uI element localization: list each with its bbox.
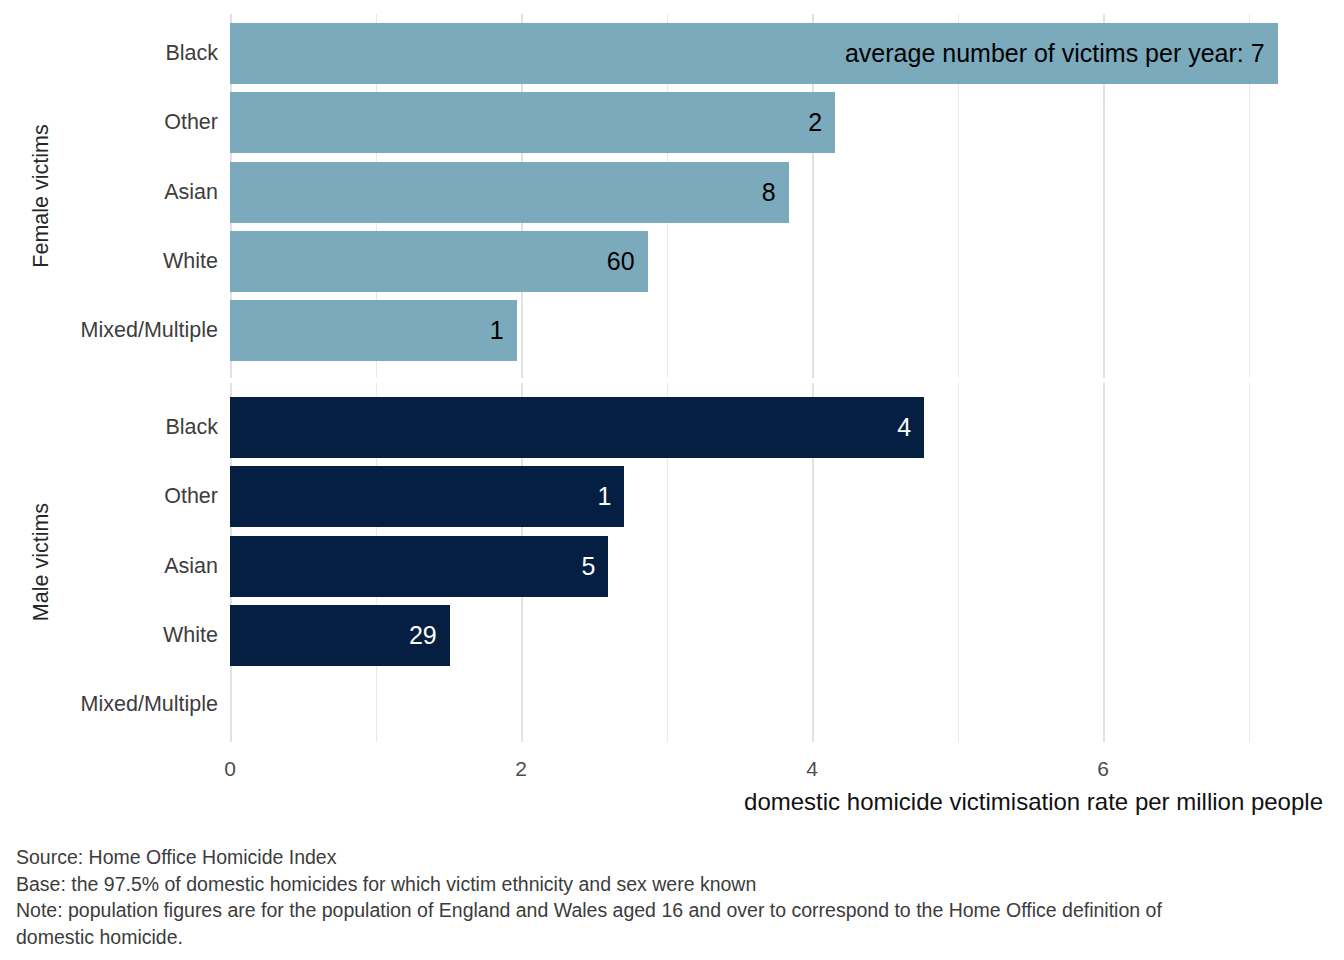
category-label-female: Black	[0, 23, 218, 84]
category-label-male: White	[0, 605, 218, 666]
bar-value-label: 5	[581, 552, 608, 581]
category-label-male: Other	[0, 466, 218, 527]
facet-panel-female: average number of victims per year: 7 2 8 6…	[230, 14, 1322, 378]
category-label-female: Mixed/Multiple	[0, 300, 218, 361]
bar-female-black: average number of victims per year: 7	[230, 23, 1278, 84]
x-axis-tick-label: 4	[772, 757, 852, 781]
footnotes: Source: Home Office Homicide Index Base:…	[16, 844, 1162, 950]
bar-female-mixed-multiple: 1	[230, 300, 517, 361]
category-label-male: Mixed/Multiple	[0, 674, 218, 735]
facet-panel-male: 4 1 5 29	[230, 383, 1322, 742]
gridline-x-6	[1103, 383, 1105, 742]
x-axis-tick-label: 0	[190, 757, 270, 781]
category-label-female: Asian	[0, 162, 218, 223]
bar-value-label: 2	[808, 108, 835, 137]
x-axis-tick-label: 2	[481, 757, 561, 781]
bar-male-other: 1	[230, 466, 624, 527]
bar-female-asian: 8	[230, 162, 789, 223]
definition-note-continued: domestic homicide.	[16, 924, 1162, 951]
gridline-x-7	[1249, 383, 1251, 742]
x-axis-title: domestic homicide victimisation rate per…	[744, 788, 1323, 816]
bar-male-asian: 5	[230, 536, 608, 597]
bar-value-label: 8	[762, 178, 789, 207]
bar-value-label: 60	[607, 247, 648, 276]
bar-female-white: 60	[230, 231, 648, 292]
bar-value-label: 1	[597, 482, 624, 511]
category-label-male: Black	[0, 397, 218, 458]
bar-male-black: 4	[230, 397, 924, 458]
gridline-x-5	[958, 383, 960, 742]
bar-value-label: 4	[897, 413, 924, 442]
category-label-male: Asian	[0, 536, 218, 597]
source-note: Source: Home Office Homicide Index	[16, 844, 1162, 871]
homicide-rate-bar-chart: Female victims Male victims domestic hom…	[0, 0, 1344, 960]
category-label-female: Other	[0, 92, 218, 153]
bar-value-label: 29	[409, 621, 450, 650]
category-label-female: White	[0, 231, 218, 292]
bar-female-other: 2	[230, 92, 835, 153]
bar-value-label: average number of victims per year: 7	[845, 39, 1278, 68]
bar-value-label: 1	[490, 316, 517, 345]
definition-note: Note: population figures are for the pop…	[16, 897, 1162, 924]
bar-male-white: 29	[230, 605, 450, 666]
base-note: Base: the 97.5% of domestic homicides fo…	[16, 871, 1162, 898]
x-axis-tick-label: 6	[1063, 757, 1143, 781]
